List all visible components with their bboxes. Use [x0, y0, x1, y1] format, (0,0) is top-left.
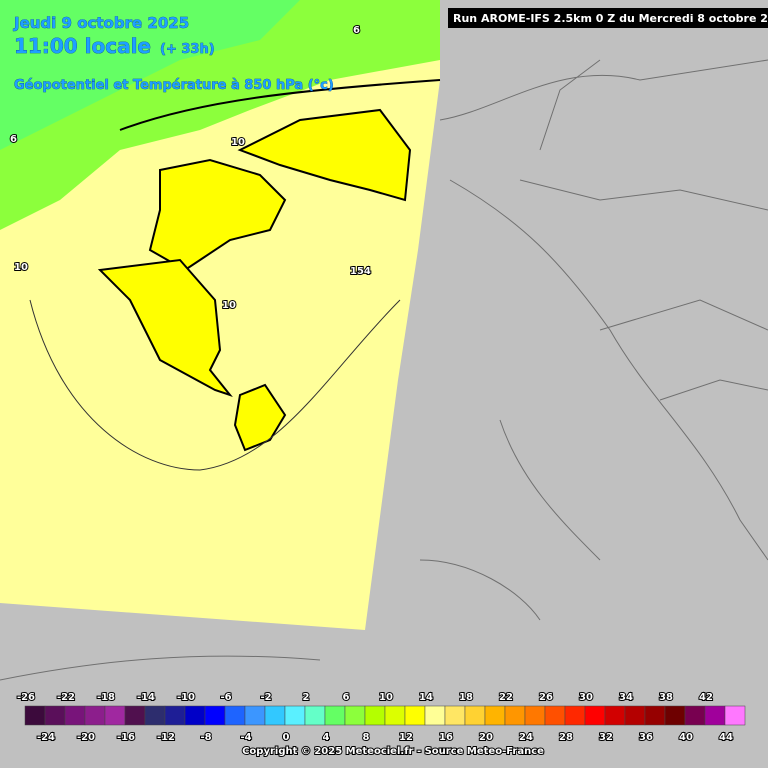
legend-swatch [24, 705, 46, 726]
contour-label: 10 [222, 300, 236, 311]
legend-label: 40 [679, 732, 693, 743]
contour-label: 10 [14, 262, 28, 273]
legend-label: 36 [639, 732, 653, 743]
legend-swatch [624, 705, 646, 726]
legend-swatch [204, 705, 226, 726]
field-name: Géopotentiel et Température à 850 hPa (°… [14, 78, 334, 93]
legend-swatch [544, 705, 566, 726]
legend-swatch [64, 705, 86, 726]
run-box [448, 8, 768, 28]
borders [0, 59, 768, 681]
legend-label: -6 [220, 692, 231, 703]
contour-label: 6 [353, 25, 360, 36]
legend-label: 42 [699, 692, 713, 703]
legend-swatch [444, 705, 466, 726]
legend-swatch [304, 705, 326, 726]
legend-label: 8 [363, 732, 370, 743]
time: 11:00 locale [14, 34, 151, 58]
legend-swatch [684, 705, 706, 726]
legend-label: 26 [539, 692, 553, 703]
geopotential-line [29, 299, 401, 471]
legend-label: 12 [399, 732, 413, 743]
legend-label: -4 [240, 732, 251, 743]
legend-swatch [644, 705, 666, 726]
legend-label: -14 [137, 692, 155, 703]
legend-swatch [344, 705, 366, 726]
copyright: Copyright © 2025 Meteociel.fr - Source M… [242, 746, 544, 757]
legend-label: 6 [343, 692, 350, 703]
legend-swatch [564, 705, 586, 726]
legend-label: 18 [459, 692, 473, 703]
contour-label: 154 [350, 266, 371, 277]
legend-label: 4 [323, 732, 330, 743]
legend-label: -12 [157, 732, 175, 743]
legend-swatch [284, 705, 306, 726]
legend-label: 28 [559, 732, 573, 743]
legend-swatch [104, 705, 126, 726]
legend-label: -22 [57, 692, 75, 703]
legend-swatch [244, 705, 266, 726]
legend-swatch [364, 705, 386, 726]
legend-swatch [164, 705, 186, 726]
legend-label: 34 [619, 692, 633, 703]
legend-label: 20 [479, 732, 493, 743]
legend-label: -16 [117, 732, 135, 743]
legend-swatch [484, 705, 506, 726]
legend-swatch [44, 705, 66, 726]
legend-swatch [184, 705, 206, 726]
legend-label: 16 [439, 732, 453, 743]
legend-swatch [584, 705, 606, 726]
legend-swatch [604, 705, 626, 726]
legend-label: 10 [379, 692, 393, 703]
legend-label: -24 [37, 732, 55, 743]
legend-label: -18 [97, 692, 115, 703]
legend-label: 22 [499, 692, 513, 703]
legend-label: -2 [260, 692, 271, 703]
legend-label: 32 [599, 732, 613, 743]
warm-patches [97, 108, 412, 452]
run-info: Run AROME-IFS 2.5km 0 Z du Mercredi 8 oc… [453, 12, 768, 25]
legend-label: 44 [719, 732, 733, 743]
legend-label: -26 [17, 692, 35, 703]
legend-swatch [464, 705, 486, 726]
lead-time: (+ 33h) [160, 42, 215, 57]
legend-label: 24 [519, 732, 533, 743]
date: Jeudi 9 octobre 2025 [13, 14, 189, 32]
contour-label: 10 [231, 137, 245, 148]
legend-swatch [144, 705, 166, 726]
contour [119, 79, 441, 131]
legend-label: -10 [177, 692, 195, 703]
contour-label: 6 [10, 134, 17, 145]
legend-swatch [524, 705, 546, 726]
legend-swatch [704, 705, 726, 726]
legend-swatch [424, 705, 446, 726]
legend-label: 14 [419, 692, 433, 703]
legend-swatch [124, 705, 146, 726]
legend-swatch [404, 705, 426, 726]
legend-swatch [324, 705, 346, 726]
legend-label: -20 [77, 732, 95, 743]
legend-label: 2 [303, 692, 310, 703]
legend-swatch [504, 705, 526, 726]
legend-label: 0 [283, 732, 290, 743]
legend-label: 30 [579, 692, 593, 703]
green-zone-dark [0, 0, 300, 150]
legend-swatch [264, 705, 286, 726]
legend-swatch [724, 705, 746, 726]
legend-swatch [84, 705, 106, 726]
legend-swatch [664, 705, 686, 726]
legend-swatch [384, 705, 406, 726]
legend-label: -8 [200, 732, 211, 743]
legend-swatch [224, 705, 246, 726]
legend-label: 38 [659, 692, 673, 703]
